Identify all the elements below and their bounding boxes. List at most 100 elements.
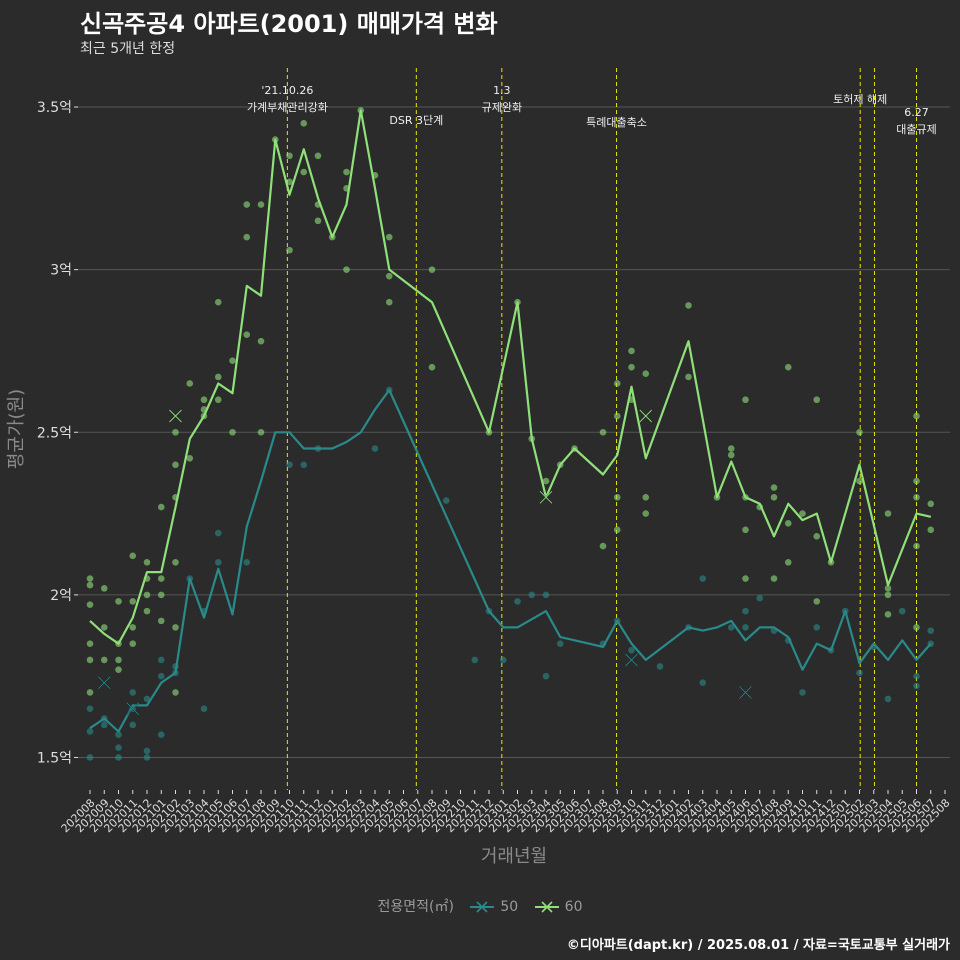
data-point-60 xyxy=(913,477,920,485)
data-point-60 xyxy=(314,217,322,225)
data-point-60 xyxy=(86,656,94,664)
data-point-50 xyxy=(727,624,735,631)
data-point-60 xyxy=(770,575,778,582)
data-point-50 xyxy=(143,747,151,755)
data-point-60 xyxy=(100,624,108,631)
data-point-60 xyxy=(913,493,920,501)
data-point-60 xyxy=(100,585,108,592)
data-point-50 xyxy=(913,682,920,690)
legend-key-60 xyxy=(534,901,559,913)
data-point-60 xyxy=(784,559,792,566)
event-label: 가계부채관리강화 xyxy=(247,101,328,114)
data-point-50 xyxy=(898,607,906,615)
data-point-60 xyxy=(542,477,550,485)
data-point-60 xyxy=(742,575,749,582)
data-point-60 xyxy=(186,380,194,387)
data-point-60 xyxy=(742,396,749,404)
x-mark-50 xyxy=(126,702,140,716)
data-point-50 xyxy=(243,559,251,566)
data-point-60 xyxy=(300,168,308,176)
data-point-60 xyxy=(257,337,265,345)
data-point-60 xyxy=(214,373,222,381)
data-point-50 xyxy=(157,672,165,680)
event-label: 토허제 해제 xyxy=(833,92,887,106)
data-point-60 xyxy=(229,357,236,365)
data-point-60 xyxy=(243,331,251,338)
data-point-60 xyxy=(770,484,778,491)
y-tick-label: 1.5억 xyxy=(37,750,72,766)
data-point-50 xyxy=(129,721,137,729)
legend-item-50[interactable]: 50 xyxy=(468,899,518,915)
page-title: 신곡주공4 아파트(2001) 매매가격 변화 xyxy=(80,10,498,38)
data-point-50 xyxy=(856,669,863,677)
data-point-50 xyxy=(143,695,151,703)
x-mark-50 xyxy=(97,676,111,690)
event-label: 규제완화 xyxy=(482,101,522,114)
data-point-60 xyxy=(86,575,94,582)
data-point-50 xyxy=(86,754,94,761)
event-label: '21.10.26 xyxy=(261,84,313,97)
data-point-50 xyxy=(528,591,536,599)
data-point-60 xyxy=(913,624,920,631)
data-point-60 xyxy=(214,396,222,404)
data-point-60 xyxy=(742,526,749,534)
legend-key-50 xyxy=(470,901,495,913)
data-point-60 xyxy=(784,520,792,527)
event-label: 1.3 xyxy=(493,84,511,97)
data-point-60 xyxy=(884,611,892,618)
data-point-50 xyxy=(514,598,521,605)
data-point-60 xyxy=(385,272,393,280)
data-point-60 xyxy=(157,617,165,625)
data-point-50 xyxy=(86,728,94,735)
data-point-50 xyxy=(86,705,94,712)
event-label: 6.27 xyxy=(904,106,929,119)
data-point-60 xyxy=(157,503,165,511)
data-point-60 xyxy=(642,370,650,378)
data-point-50 xyxy=(628,646,635,654)
data-point-60 xyxy=(129,624,137,631)
x-mark-60 xyxy=(169,409,182,423)
y-tick-label: 2억 xyxy=(50,588,72,604)
data-point-60 xyxy=(884,591,892,599)
data-point-60 xyxy=(856,428,863,436)
data-point-60 xyxy=(628,347,635,355)
data-point-60 xyxy=(343,168,350,176)
data-point-50 xyxy=(115,731,122,739)
data-point-50 xyxy=(442,497,450,504)
data-point-60 xyxy=(613,526,621,534)
series-line-50 xyxy=(89,388,932,733)
data-point-60 xyxy=(115,666,122,673)
data-point-50 xyxy=(115,754,122,761)
data-point-60 xyxy=(86,601,94,608)
data-point-50 xyxy=(286,461,293,469)
data-point-60 xyxy=(115,656,122,664)
data-point-50 xyxy=(300,461,308,469)
data-point-60 xyxy=(685,373,692,381)
data-point-60 xyxy=(200,396,208,404)
legend-title: 전용면적(㎡) xyxy=(377,899,454,915)
data-point-60 xyxy=(100,656,108,664)
data-point-60 xyxy=(727,445,735,452)
data-point-60 xyxy=(129,598,137,605)
data-point-50 xyxy=(913,672,920,680)
data-point-50 xyxy=(115,744,122,752)
data-point-60 xyxy=(913,412,920,420)
data-point-60 xyxy=(770,493,778,501)
legend-item-60[interactable]: 60 xyxy=(533,899,583,915)
data-point-60 xyxy=(214,298,222,306)
series-line-60 xyxy=(89,109,932,645)
data-point-60 xyxy=(286,152,293,160)
data-point-50 xyxy=(699,575,707,582)
data-point-50 xyxy=(799,689,806,696)
data-point-50 xyxy=(143,754,151,761)
data-point-60 xyxy=(884,510,892,517)
y-axis-title: 평균가(원) xyxy=(6,389,27,469)
data-point-50 xyxy=(756,594,764,602)
data-point-50 xyxy=(556,640,564,647)
data-point-50 xyxy=(100,721,108,729)
data-point-60 xyxy=(927,500,935,508)
data-point-50 xyxy=(742,624,749,631)
event-label: 대출규제 xyxy=(896,123,936,136)
data-point-60 xyxy=(286,246,293,254)
